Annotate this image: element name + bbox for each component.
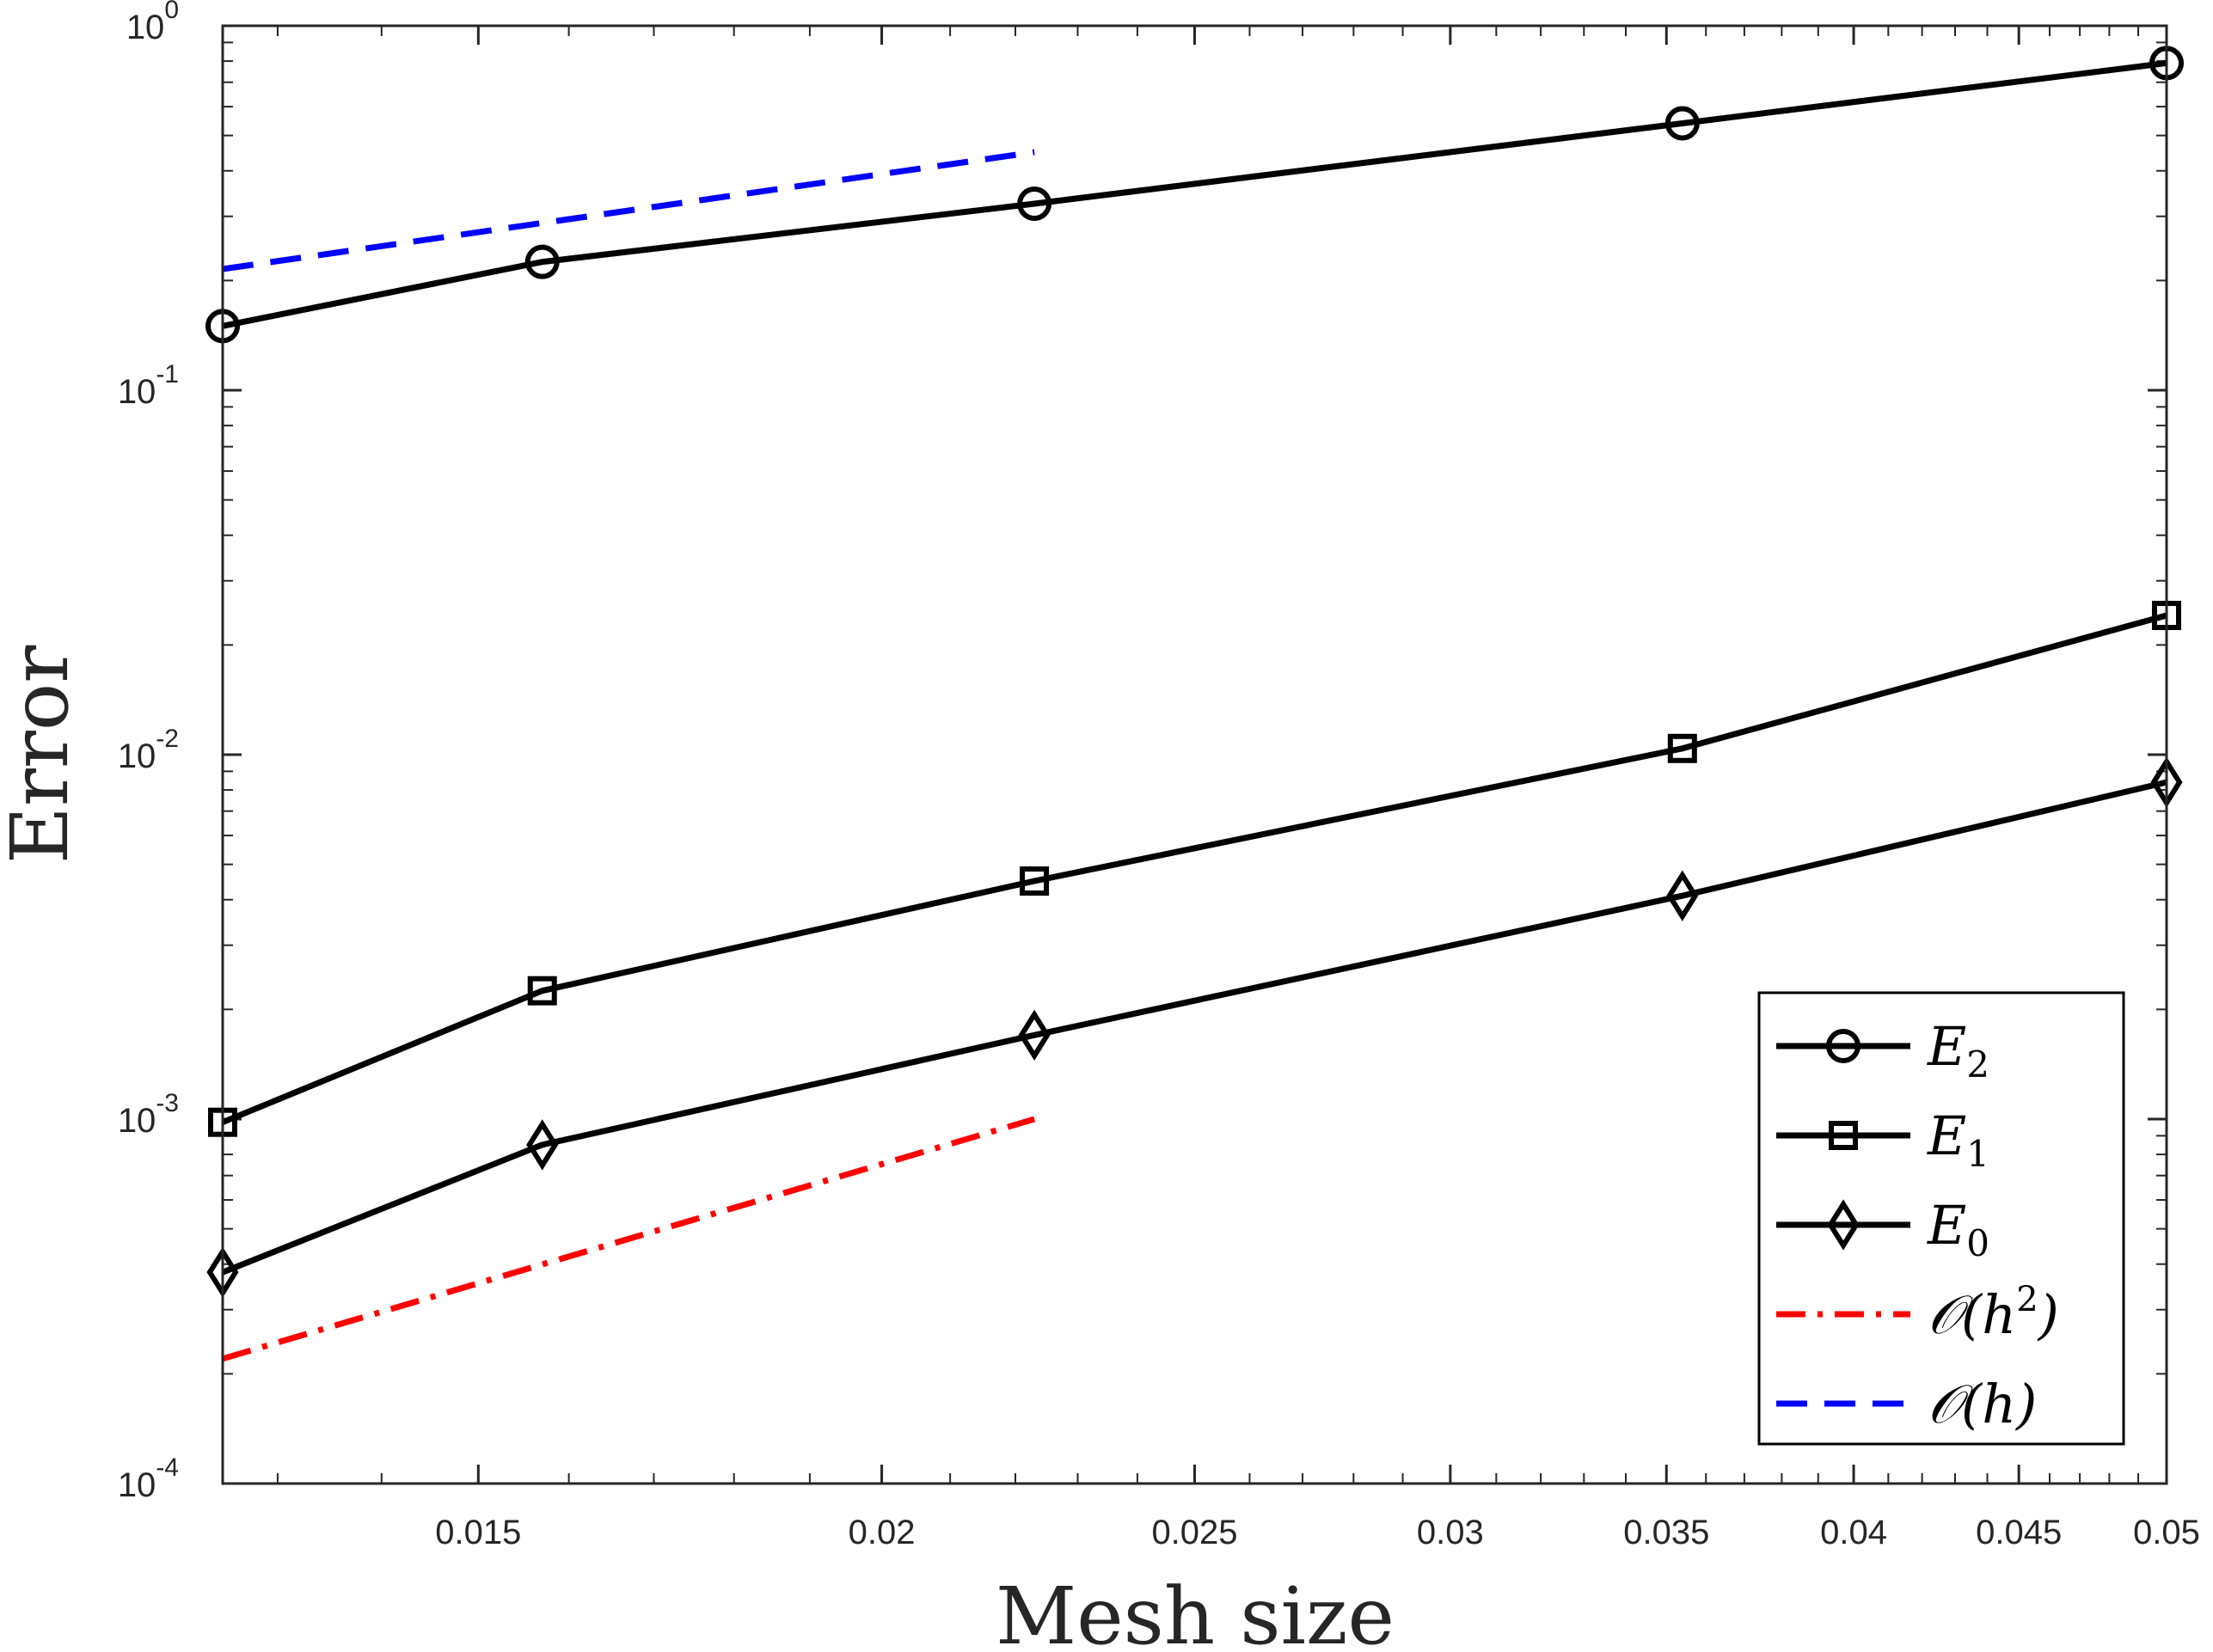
legend-marker (1829, 1121, 1858, 1150)
x-tick-label: 0.04 (1820, 1514, 1887, 1551)
data-point-e0 (526, 1119, 559, 1171)
series-line-o-h-2- (222, 1116, 1036, 1362)
x-tick-label: 0.015 (435, 1514, 521, 1551)
y-axis-ticks (223, 24, 2167, 1485)
series-line-e2 (222, 59, 2167, 329)
x-axis-title: Mesh size (996, 1570, 1395, 1652)
legend-label-subscript: 0 (1966, 1222, 1989, 1264)
y-tick-exponent: -1 (156, 360, 179, 389)
x-tick-label: 0.025 (1151, 1514, 1237, 1551)
y-tick-label: 10-3 (118, 1089, 179, 1140)
legend-label-subscript: 2 (1966, 1043, 1989, 1086)
legend-box (1757, 991, 2125, 1446)
x-tick-label: 0.035 (1623, 1514, 1709, 1551)
y-tick-base: 10 (118, 737, 156, 775)
legend-label-subscript: 1 (1966, 1133, 1989, 1175)
y-tick-label: 10-1 (118, 360, 179, 411)
y-tick-exponent: -2 (156, 725, 179, 753)
x-tick-label: 0.02 (849, 1514, 916, 1551)
data-point-e2 (1664, 106, 1700, 141)
y-tick-label: 10-2 (118, 725, 179, 775)
legend-label: E1 (1927, 1104, 1989, 1175)
x-tick-labels: 0.015 0.02 0.025 0.03 0.035 0.04 0.045 0.05 (435, 1514, 2200, 1551)
x-axis-ticks (276, 26, 2168, 1484)
data-point-e2 (1017, 186, 1052, 221)
y-tick-exponent: 0 (164, 0, 179, 24)
series-line-o-h- (222, 149, 1035, 272)
y-tick-base: 10 (118, 1466, 156, 1504)
legend-marker (1827, 1199, 1860, 1251)
legend-label: E2 (1927, 1015, 1989, 1086)
legend-label: 𝒪(h) (1928, 1373, 2037, 1435)
y-axis-title: Error (0, 646, 86, 865)
plot-frame (221, 24, 2168, 1485)
y-tick-label: 100 (126, 0, 179, 46)
legend-marker (1826, 1029, 1861, 1063)
data-point-e0 (1018, 1009, 1051, 1061)
data-point-e1 (1667, 733, 1697, 763)
data-point-e0 (1666, 870, 1699, 921)
legend-label-main: 𝒪(h) (1928, 1373, 2037, 1435)
y-tick-exponent: -3 (156, 1089, 179, 1117)
legend-label-end: ) (2037, 1283, 2059, 1346)
legend-label-superscript: 2 (2016, 1280, 2038, 1319)
legend-label-main: E (1927, 1015, 1966, 1078)
legend-label-main: E (1927, 1194, 1966, 1257)
y-tick-base: 10 (118, 373, 156, 411)
data-point-e2 (524, 244, 560, 279)
data-point-e1 (527, 976, 557, 1006)
legend-label-main: E (1927, 1104, 1966, 1167)
y-tick-label: 10-4 (118, 1453, 179, 1504)
legend-label: E0 (1927, 1194, 1989, 1264)
series-line-e0 (221, 779, 2167, 1276)
y-tick-base: 10 (118, 1102, 156, 1140)
y-tick-base: 10 (126, 9, 165, 46)
legend-label: 𝒪(h2) (1928, 1280, 2059, 1346)
y-tick-exponent: -4 (156, 1453, 179, 1482)
data-point-e1 (1020, 866, 1050, 896)
x-tick-label: 0.05 (2133, 1514, 2200, 1551)
x-tick-label: 0.045 (1976, 1514, 2062, 1551)
x-tick-label: 0.03 (1417, 1514, 1484, 1551)
series-line-e1 (221, 612, 2167, 1125)
legend-label-main: 𝒪(h (1928, 1283, 2016, 1346)
